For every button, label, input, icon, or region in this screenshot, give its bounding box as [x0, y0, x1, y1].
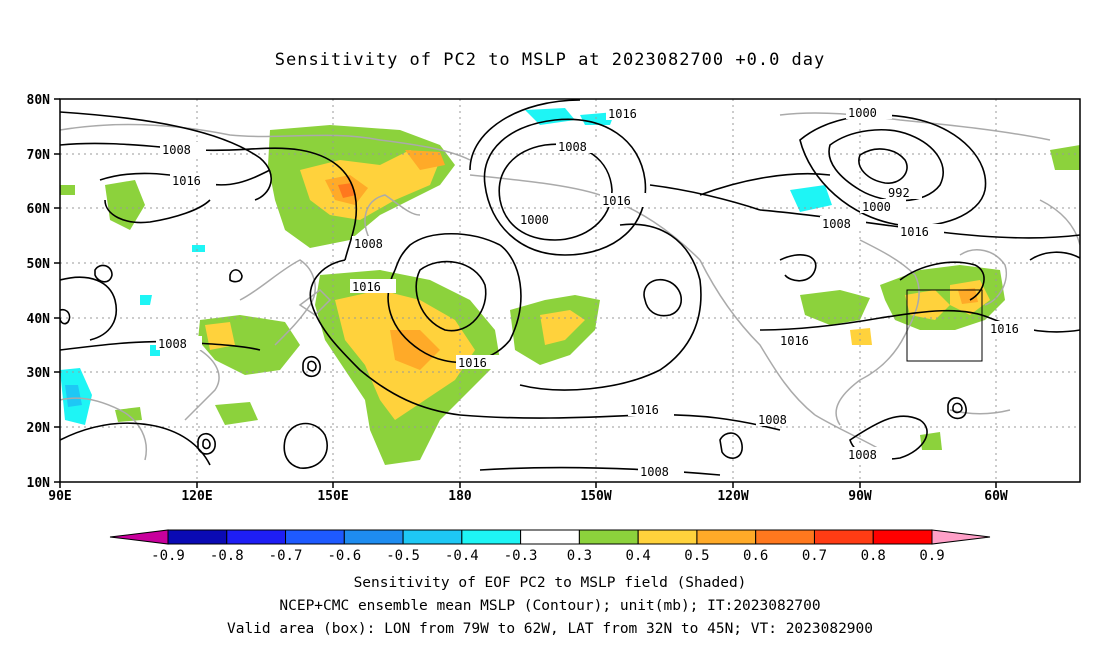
caption-line-2: NCEP+CMC ensemble mean MSLP (Contour); u…: [279, 598, 821, 614]
lat-label: 80N: [27, 93, 51, 108]
lon-label: 180: [448, 489, 472, 504]
shaded-sensitivity: [60, 108, 1080, 465]
colorbar-tick-label: 0.4: [626, 548, 651, 564]
lat-label: 20N: [27, 421, 51, 436]
contour-label: 1016: [458, 356, 487, 370]
lon-labels: 90E 120E 150E 180 150W 120W 90W 60W: [48, 489, 1008, 504]
lon-label: 150E: [317, 489, 348, 504]
colorbar-tick-label: 0.3: [567, 548, 592, 564]
colorbar-tick-label: 0.8: [861, 548, 886, 564]
colorbar-swatch: [813, 529, 874, 545]
colorbar-tick-label: 0.9: [919, 548, 944, 564]
contour-label: 1000: [862, 200, 891, 214]
map-frame: [59, 98, 1081, 483]
lon-label: 120E: [181, 489, 212, 504]
contour-label: 1008: [158, 337, 187, 351]
coastlines: [60, 112, 1080, 461]
contour-label: 1016: [900, 225, 929, 239]
contour-label: 1016: [990, 322, 1019, 336]
contour-label: 1008: [354, 237, 383, 251]
colorbar-tick-label: 0.7: [802, 548, 827, 564]
colorbar-swatch: [285, 529, 345, 545]
contour-label: 1008: [162, 143, 191, 157]
grid-lines: [60, 99, 1080, 482]
lat-label: 30N: [27, 366, 51, 381]
lat-labels: 80N 70N 60N 50N 40N 30N 20N 10N: [27, 93, 51, 491]
lat-label: 10N: [27, 476, 51, 491]
contour-label: 1016: [780, 334, 809, 348]
contour-label: 1016: [602, 194, 631, 208]
colorbar-swatch: [755, 529, 815, 545]
lon-label: 150W: [580, 489, 611, 504]
contour-label: 1016: [352, 280, 381, 294]
colorbar-swatch: [343, 529, 404, 545]
lon-label: 60W: [984, 489, 1008, 504]
colorbar-tick-label: -0.6: [327, 548, 361, 564]
colorbar-tick-label: 0.5: [684, 548, 709, 564]
contour-labels: 1016 1008 1016 1008 1000 1016 1008 1016 …: [156, 105, 1034, 479]
contour-label: 1008: [558, 140, 587, 154]
colorbar-swatch: [872, 529, 933, 545]
colorbar-labels: -0.9 -0.8 -0.7 -0.6 -0.5 -0.4 -0.3 0.3 0.4 0.5 0.6…: [151, 548, 945, 564]
tick-marks: [54, 98, 997, 488]
contour-label: 1016: [172, 174, 201, 188]
lat-label: 50N: [27, 257, 51, 272]
colorbar-tick-label: -0.5: [386, 548, 420, 564]
colorbar-swatch: [696, 529, 757, 545]
colorbar-swatch: [461, 529, 522, 545]
lat-label: 40N: [27, 312, 51, 327]
contour-label: 1008: [640, 465, 669, 479]
contour-label: 1008: [822, 217, 851, 231]
colorbar-tick-label: -0.3: [504, 548, 538, 564]
caption-line-3: Valid area (box): LON from 79W to 62W, L…: [226, 621, 873, 637]
colorbar-arrow-high: [931, 529, 991, 545]
colorbar-swatch: [167, 529, 228, 545]
contour-label: 1008: [758, 413, 787, 427]
lat-label: 70N: [27, 148, 51, 163]
contour-label: 1016: [630, 403, 659, 417]
contour-label: 1000: [520, 213, 549, 227]
colorbar-swatch: [226, 529, 287, 545]
lat-label: 60N: [27, 202, 51, 217]
colorbar-swatch: [520, 529, 580, 545]
colorbar-tick-label: 0.6: [743, 548, 768, 564]
map-title: Sensitivity of PC2 to MSLP at 2023082700…: [274, 50, 826, 70]
contour-label: 1008: [848, 448, 877, 462]
colorbar-tick-label: -0.7: [269, 548, 303, 564]
colorbar-swatch: [578, 529, 639, 545]
colorbar-swatch: [402, 529, 463, 545]
contour-label: 992: [888, 186, 910, 200]
colorbar-tick-label: -0.9: [151, 548, 185, 564]
colorbar-tick-label: -0.8: [210, 548, 244, 564]
contour-label: 1016: [608, 107, 637, 121]
contour-label: 1000: [848, 106, 877, 120]
colorbar-arrow-low: [109, 529, 169, 545]
lon-label: 90W: [848, 489, 872, 504]
lon-label: 120W: [717, 489, 748, 504]
colorbar: [109, 529, 991, 545]
caption-line-1: Sensitivity of EOF PC2 to MSLP field (Sh…: [353, 575, 747, 591]
colorbar-tick-label: -0.4: [445, 548, 479, 564]
valid-area-box: [906, 289, 983, 362]
colorbar-swatch: [637, 529, 698, 545]
lon-label: 90E: [48, 489, 71, 504]
